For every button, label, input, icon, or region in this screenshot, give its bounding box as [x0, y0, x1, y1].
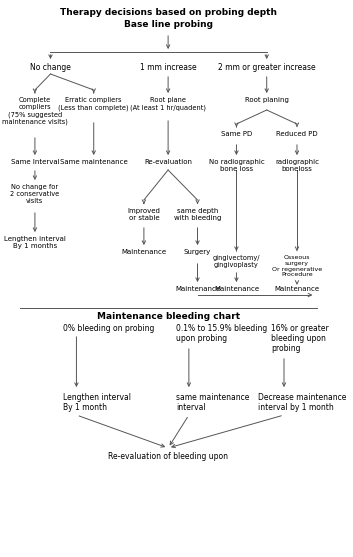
Text: Decrease maintenance: Decrease maintenance — [258, 393, 346, 402]
Text: By 1 month: By 1 month — [64, 403, 107, 412]
Text: Surgery: Surgery — [184, 249, 211, 255]
Text: radiographic
boneloss: radiographic boneloss — [275, 159, 319, 172]
Text: 0.1% to 15.9% bleeding: 0.1% to 15.9% bleeding — [176, 324, 267, 333]
Text: Lengthen interval: Lengthen interval — [64, 393, 131, 402]
Text: Maintenance: Maintenance — [175, 286, 220, 292]
Text: Same maintenance: Same maintenance — [60, 159, 127, 165]
Text: Reduced PD: Reduced PD — [276, 131, 318, 137]
Text: interval by 1 month: interval by 1 month — [258, 403, 334, 412]
Text: Same Interval: Same Interval — [11, 159, 59, 165]
Text: Maintenance bleeding chart: Maintenance bleeding chart — [97, 312, 240, 321]
Text: probing: probing — [271, 344, 300, 353]
Text: Base line probing: Base line probing — [124, 20, 213, 29]
Text: No change for
2 conservative
visits: No change for 2 conservative visits — [10, 184, 60, 204]
Text: Re-evaluation: Re-evaluation — [144, 159, 192, 165]
Text: No change: No change — [30, 63, 71, 72]
Text: Maintenance: Maintenance — [214, 286, 259, 292]
Text: gingivectomy/
gingivoplasty: gingivectomy/ gingivoplasty — [213, 255, 260, 268]
Text: No radiographic
bone loss: No radiographic bone loss — [209, 159, 264, 172]
Text: same depth
with bleeding: same depth with bleeding — [174, 208, 221, 221]
Text: Complete
compliers
(75% suggested
maintenance visits): Complete compliers (75% suggested mainte… — [2, 97, 68, 125]
Text: bleeding upon: bleeding upon — [271, 334, 326, 343]
Text: interval: interval — [176, 403, 205, 412]
Text: Root plane
(At least 1 hr/quadent): Root plane (At least 1 hr/quadent) — [130, 97, 206, 110]
Text: 2 mm or greater increase: 2 mm or greater increase — [218, 63, 316, 72]
Text: 16% or greater: 16% or greater — [271, 324, 329, 333]
Text: Same PD: Same PD — [221, 131, 252, 137]
Text: Maintenance: Maintenance — [274, 286, 319, 292]
Text: 0% bleeding on probing: 0% bleeding on probing — [64, 324, 155, 333]
Text: same maintenance: same maintenance — [176, 393, 249, 402]
Text: Osseous
surgery
Or regenerative
Procedure: Osseous surgery Or regenerative Procedur… — [272, 255, 322, 277]
Text: 1 mm increase: 1 mm increase — [140, 63, 196, 72]
Text: Re-evaluation of bleeding upon: Re-evaluation of bleeding upon — [108, 452, 228, 461]
Text: Therapy decisions based on probing depth: Therapy decisions based on probing depth — [60, 8, 277, 17]
Text: upon probing: upon probing — [176, 334, 227, 343]
Text: Maintenance: Maintenance — [121, 249, 167, 255]
Text: Lengthen interval
By 1 months: Lengthen interval By 1 months — [4, 236, 66, 249]
Text: Improved
or stable: Improved or stable — [127, 208, 160, 221]
Text: Erratic compliers
(Less than complete): Erratic compliers (Less than complete) — [58, 97, 129, 110]
Text: Root planing: Root planing — [245, 97, 289, 103]
